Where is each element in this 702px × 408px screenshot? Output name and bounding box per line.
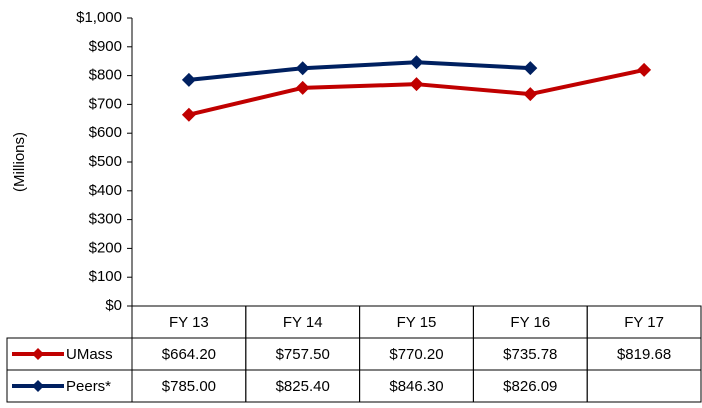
data-label: $826.09 [503,378,557,395]
table-cell [586,369,702,403]
y-tick-label: $200 [89,239,122,256]
data-label: $735.78 [503,346,557,363]
x-tick-label: FY 16 [510,314,550,331]
y-tick-label: $300 [89,211,122,228]
point-marker [181,107,196,122]
legend-label: Peers* [66,378,111,395]
series-line [188,67,645,117]
y-tick-label: $800 [89,67,122,84]
point-marker [637,62,652,77]
x-tick-label: FY 14 [283,314,323,331]
data-label: $757.50 [276,346,330,363]
y-tick-label: $900 [89,38,122,55]
y-tick-label: $400 [89,182,122,199]
point-marker [409,77,424,92]
data-label: $819.68 [617,346,671,363]
data-label: $785.00 [162,378,216,395]
y-tick-label: $500 [89,153,122,170]
point-marker [295,80,310,95]
y-axis-label: (Millions) [11,132,28,192]
x-tick-label: FY 13 [169,314,209,331]
data-label: $770.20 [389,346,443,363]
y-tick-label: $700 [89,95,122,112]
x-tick-label: FY 15 [397,314,437,331]
y-tick-label: $600 [89,124,122,141]
y-tick-label: $100 [89,268,122,285]
point-marker [523,61,538,76]
data-label: $664.20 [162,346,216,363]
point-marker [409,55,424,70]
point-marker [181,72,196,87]
data-label: $825.40 [276,378,330,395]
legend-label: UMass [66,346,113,363]
x-tick-label: FY 17 [624,314,664,331]
point-marker [523,87,538,102]
series-line [188,60,531,82]
legend-marker [32,380,44,392]
legend-marker [32,348,44,360]
y-tick-label: $0 [105,297,122,314]
y-tick-label: $1,000 [76,9,122,26]
data-label: $846.30 [389,378,443,395]
point-marker [295,61,310,76]
